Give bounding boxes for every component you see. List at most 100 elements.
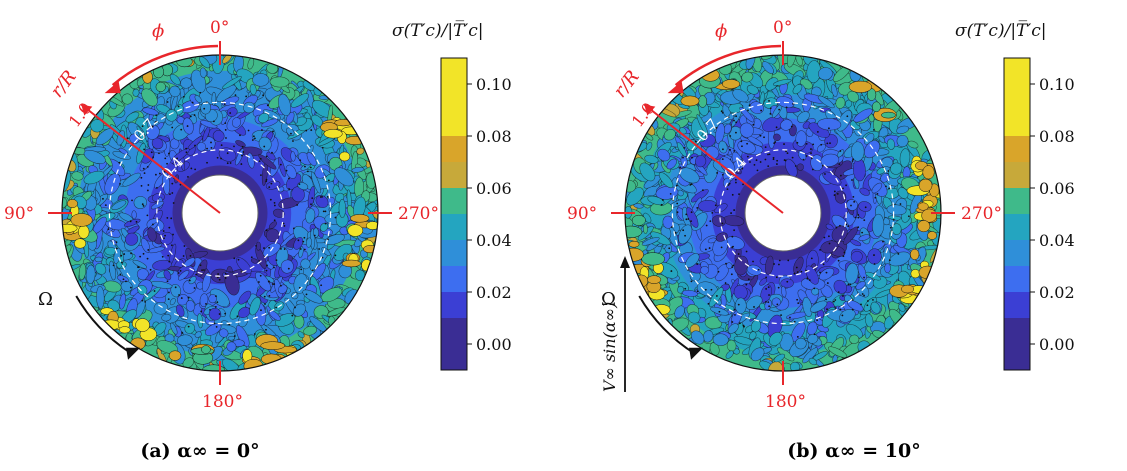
contour-dot xyxy=(260,309,262,312)
contour-dot xyxy=(123,253,126,255)
contour-dot xyxy=(199,264,202,267)
hotspot-blob xyxy=(341,259,361,268)
contour-dot xyxy=(849,283,852,286)
contour-dot xyxy=(834,299,837,301)
contour-dot xyxy=(668,247,671,250)
contour-dot xyxy=(835,226,838,229)
contour-dot xyxy=(233,335,236,337)
contour-dot xyxy=(847,283,850,286)
contour-blob xyxy=(194,95,202,104)
contour-blob xyxy=(313,227,319,238)
phi-arrowhead xyxy=(104,81,121,94)
contour-blob xyxy=(249,296,261,316)
contour-dot xyxy=(273,266,275,269)
colorbar-segment xyxy=(1004,84,1030,137)
contour-blob xyxy=(291,186,305,203)
hotspot-blob xyxy=(917,202,929,211)
contour-dot xyxy=(282,222,285,225)
contour-dot xyxy=(324,222,327,225)
contour-dot xyxy=(273,219,276,222)
contour-dot xyxy=(130,252,132,255)
colorbar-frame xyxy=(1003,57,1031,371)
contour-dot xyxy=(810,157,813,160)
azimuth-label-0: 0° xyxy=(210,18,229,38)
phi-arrowhead xyxy=(667,81,684,94)
contour-dot xyxy=(738,193,740,196)
contour-dot xyxy=(734,178,737,181)
contour-blob xyxy=(859,187,870,196)
contour-dot xyxy=(780,314,782,317)
contour-dot xyxy=(271,151,273,154)
contour-dot xyxy=(203,107,206,110)
contour-blob xyxy=(666,158,677,170)
contour-blob xyxy=(219,328,229,338)
contour-dot xyxy=(223,103,226,106)
contour-blob xyxy=(817,118,842,131)
contour-dot xyxy=(140,176,143,179)
contour-blob xyxy=(727,323,739,334)
contour-dot xyxy=(783,159,786,161)
contour-dot xyxy=(777,286,780,289)
contour-blob xyxy=(290,93,309,108)
contour-blob xyxy=(762,61,774,74)
contour-dot xyxy=(778,108,781,111)
contour-blob xyxy=(265,228,280,243)
colorbar-title: σ(T′c)/|T̅′c| xyxy=(392,20,484,41)
panel-a: 0.7 0.4 0° 90° 180° 270° ϕ r/R 1.0 Ω 0.10 0.08 0.06 0… xyxy=(0,0,563,471)
contour-dot xyxy=(261,129,263,131)
hotspot-blob xyxy=(350,214,370,223)
contour-dot xyxy=(839,224,841,227)
contour-dot xyxy=(144,300,147,303)
contour-dot xyxy=(729,148,731,151)
contour-dot xyxy=(773,263,776,265)
contour-dot xyxy=(189,115,192,118)
contour-dot xyxy=(837,291,840,294)
contour-dot xyxy=(759,134,762,137)
contour-blob xyxy=(681,290,698,297)
azimuth-label-90: 90° xyxy=(4,204,34,224)
contour-dot xyxy=(738,322,741,325)
contour-dot xyxy=(268,186,271,189)
contour-blob xyxy=(285,127,295,136)
contour-dot xyxy=(839,174,842,177)
contour-blob xyxy=(853,108,873,123)
contour-dot xyxy=(122,278,125,281)
contour-dot xyxy=(730,212,732,214)
hotspot-blob xyxy=(701,68,720,82)
contour-dot xyxy=(299,159,302,162)
colorbar-segment xyxy=(1004,240,1030,267)
contour-dot xyxy=(805,155,808,157)
contour-blob xyxy=(795,337,807,350)
contour-dot xyxy=(155,114,158,117)
contour-dot xyxy=(819,271,822,274)
hotspot-blob xyxy=(339,151,351,162)
contour-blob xyxy=(293,273,308,294)
contour-dot xyxy=(327,179,330,182)
contour-dot xyxy=(201,269,203,272)
contour-blob xyxy=(156,340,178,354)
contour-blob xyxy=(188,276,197,285)
hotspot-blob xyxy=(641,252,665,266)
contour-dot xyxy=(731,266,734,269)
contour-blob xyxy=(170,148,190,164)
ring-0.7 xyxy=(108,101,332,325)
contour-dot xyxy=(866,304,869,307)
contour-dot xyxy=(298,286,301,289)
contour-dot xyxy=(265,178,268,181)
contour-blob xyxy=(739,122,754,138)
contour-dot xyxy=(778,259,781,262)
contour-dot xyxy=(791,156,794,159)
contour-blob xyxy=(62,197,68,208)
colorbar-tick-label: 0.04 xyxy=(476,231,512,250)
contour-blob xyxy=(258,136,272,151)
contour-dot xyxy=(775,126,778,129)
contour-dot xyxy=(168,226,171,229)
contour-dot xyxy=(794,165,797,167)
contour-dot xyxy=(715,126,718,129)
contour-blob xyxy=(305,208,316,224)
contour-blob xyxy=(147,227,157,242)
contour-dot xyxy=(245,95,248,98)
contour-dot xyxy=(311,269,314,272)
freestream-label: V∞ sin(α∞) xyxy=(600,302,619,392)
contour-dot xyxy=(294,306,296,309)
